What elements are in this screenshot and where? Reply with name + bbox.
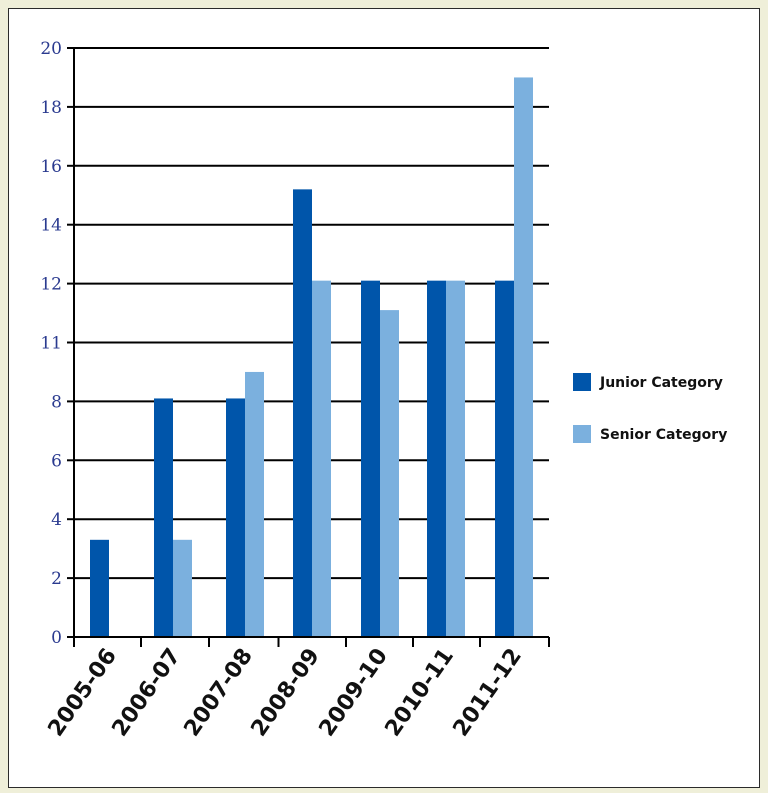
legend-swatch <box>573 373 591 391</box>
bar-junior-2008-09 <box>293 189 312 638</box>
y-tick-label: 16 <box>40 157 62 177</box>
legend: Junior Category Senior Category <box>573 373 727 443</box>
y-tick-label: 2 <box>51 569 62 589</box>
bar-junior-2011-12 <box>495 280 514 637</box>
bar-junior-2007-08 <box>226 398 245 637</box>
legend-label: Junior Category <box>599 375 723 391</box>
chart-frame: 0 2 4 6 8 11 12 14 16 18 20 2005-06 2006-07 2007-08 2… <box>8 8 760 788</box>
x-tick-labels: 2005-062006-072007-082008-092009-102010-… <box>44 644 527 741</box>
bar-chart: 0 2 4 6 8 11 12 14 16 18 20 2005-062006-072007-082… <box>40 39 727 741</box>
y-tick-label: 11 <box>40 334 62 354</box>
y-tick-label: 14 <box>40 216 62 236</box>
bar-senior-2011-12 <box>514 77 533 637</box>
y-tick-label: 8 <box>51 392 62 412</box>
y-tick-label: 6 <box>51 451 62 471</box>
bar-senior-2008-09 <box>312 280 331 637</box>
bar-junior-2005-06 <box>90 539 109 637</box>
legend-label: Senior Category <box>600 427 727 443</box>
bar-junior-2010-11 <box>427 280 446 637</box>
x-tick-label: 2011-12 <box>449 644 527 741</box>
bar-senior-2006-07 <box>173 539 192 637</box>
y-tick-label: 20 <box>40 39 62 59</box>
bar-senior-2009-10 <box>380 310 399 637</box>
x-tick-label: 2008-09 <box>247 644 325 741</box>
y-tick-label: 0 <box>51 628 62 648</box>
axes <box>67 47 550 647</box>
bar-senior-2007-08 <box>245 371 264 637</box>
bar-junior-2009-10 <box>361 280 380 637</box>
bars <box>90 77 533 638</box>
bar-junior-2006-07 <box>154 398 173 637</box>
bar-senior-2010-11 <box>446 280 465 637</box>
y-tick-labels: 0 2 4 6 8 11 12 14 16 18 20 <box>40 39 62 648</box>
legend-swatch <box>573 425 591 443</box>
y-tick-label: 4 <box>51 510 62 530</box>
y-tick-label: 12 <box>40 275 62 295</box>
y-tick-label: 18 <box>40 98 62 118</box>
